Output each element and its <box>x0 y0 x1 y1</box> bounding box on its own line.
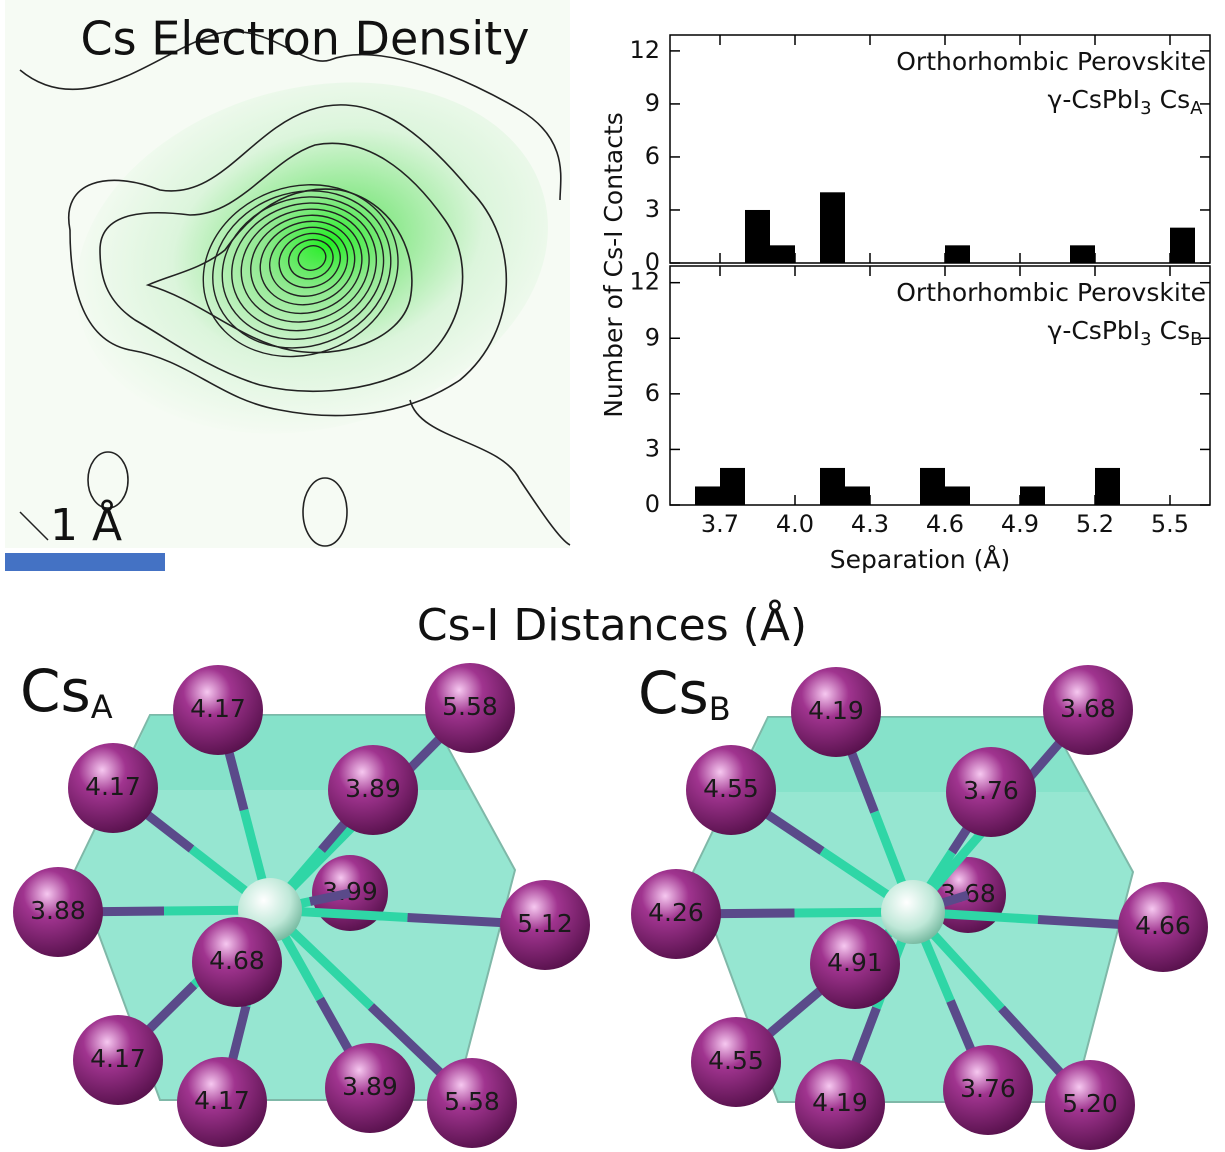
site-label-part: Cs <box>638 659 709 727</box>
distance-label: 4.17 <box>194 1086 250 1115</box>
density-map: Cs Electron Density 1 Å <box>5 0 588 571</box>
bar <box>745 210 770 263</box>
polyhedron-face <box>120 715 470 790</box>
site-label: CsA <box>20 657 113 726</box>
bar <box>720 468 745 505</box>
y-tick-label: 0 <box>645 490 660 518</box>
annotation-part: 3 <box>1140 98 1151 119</box>
scale-bar <box>5 553 165 571</box>
polyhedron-face <box>738 717 1088 792</box>
distance-label: 5.20 <box>1062 1089 1118 1118</box>
bar <box>770 245 795 263</box>
map-title: Cs Electron Density <box>81 12 530 66</box>
x-tick-label: 4.6 <box>926 510 964 538</box>
annotation-part: Cs <box>1160 85 1190 114</box>
y-tick-label: 3 <box>645 195 660 223</box>
distance-label: 3.68 <box>1060 694 1116 723</box>
x-tick-label: 3.7 <box>701 510 739 538</box>
y-tick-label: 9 <box>645 323 660 351</box>
annotation-part: γ-CsPbI <box>1048 316 1141 345</box>
x-tick-label: 4.0 <box>776 510 814 538</box>
distance-label: 4.55 <box>708 1046 764 1075</box>
distance-label: 4.17 <box>90 1044 146 1073</box>
annotation: Orthorhombic Perovskite <box>896 278 1206 307</box>
distance-label: 5.12 <box>517 909 573 938</box>
x-tick-label: 5.2 <box>1076 510 1114 538</box>
distance-label: 4.17 <box>85 772 141 801</box>
x-tick-label: 5.5 <box>1151 510 1189 538</box>
x-tick-label: 4.3 <box>851 510 889 538</box>
x-label: Separation (Å) <box>830 545 1010 574</box>
annotation-part: A <box>1190 98 1203 119</box>
y-tick-label: 12 <box>629 36 660 64</box>
annotation-part: B <box>1190 329 1202 350</box>
distance-label: 4.55 <box>703 774 759 803</box>
cesium-atom <box>881 880 945 944</box>
annotation-part: γ-CsPbI <box>1048 85 1141 114</box>
distance-label: 5.58 <box>442 692 498 721</box>
distance-label: 3.76 <box>960 1074 1016 1103</box>
bar <box>845 486 870 505</box>
y-tick-label: 3 <box>645 434 660 462</box>
y-label: Number of Cs-I Contacts <box>599 112 628 418</box>
site-label-part: A <box>91 688 113 726</box>
bar <box>820 192 845 263</box>
histograms: 036912Orthorhombic Perovskiteγ-CsPbI3CsA… <box>599 35 1210 574</box>
distance-label: 4.68 <box>209 946 265 975</box>
site-label: CsB <box>638 659 731 728</box>
annotation: γ-CsPbI3 CsB <box>1048 316 1203 350</box>
bar <box>1170 228 1195 263</box>
site-label-part: B <box>709 690 731 728</box>
y-tick-label: 6 <box>645 379 660 407</box>
site-label-part: Cs <box>20 657 91 725</box>
annotation: Orthorhombic Perovskite <box>896 47 1206 76</box>
x-tick-label: 4.9 <box>1001 510 1039 538</box>
bar <box>945 486 970 505</box>
distance-label: 3.76 <box>963 776 1019 805</box>
y-tick-label: 6 <box>645 142 660 170</box>
y-tick-label: 12 <box>629 268 660 296</box>
distance-label: 3.89 <box>342 1072 398 1101</box>
bar <box>1020 486 1045 505</box>
distance-label: 5.58 <box>444 1087 500 1116</box>
bar <box>820 468 845 505</box>
distance-label: 4.19 <box>812 1088 868 1117</box>
distance-label: 4.66 <box>1135 911 1191 940</box>
distance-label: 4.26 <box>648 898 704 927</box>
bar <box>920 468 945 505</box>
bar <box>695 486 720 505</box>
distance-label: 3.88 <box>30 896 86 925</box>
annotation-part: Cs <box>1160 316 1190 345</box>
figure: Cs Electron Density 1 Å 0 3 6 9 12 Orthorhomb… <box>0 0 1225 1152</box>
annotation: γ-CsPbI3 CsA <box>1048 85 1204 119</box>
scale-label: 1 Å <box>50 498 122 551</box>
bar <box>1095 468 1120 505</box>
distance-label: 3.89 <box>345 774 401 803</box>
y-tick-label: 9 <box>645 89 660 117</box>
distance-label: 4.19 <box>808 696 864 725</box>
bar <box>1070 245 1095 263</box>
bar <box>945 245 970 263</box>
annotation-part: 3 <box>1140 329 1151 350</box>
distance-label: 4.17 <box>190 694 246 723</box>
structures-title: Cs-I Distances (Å) <box>417 598 807 651</box>
distance-label: 4.91 <box>827 948 883 977</box>
